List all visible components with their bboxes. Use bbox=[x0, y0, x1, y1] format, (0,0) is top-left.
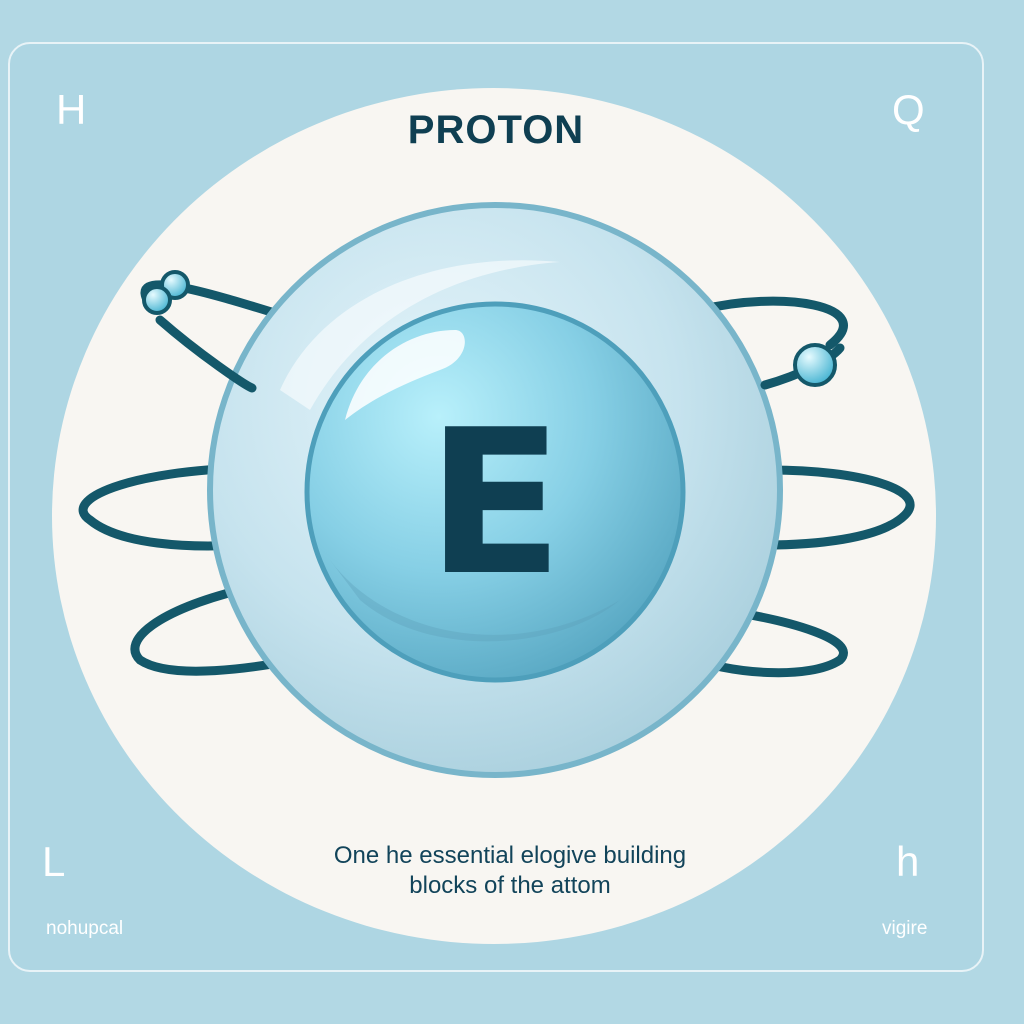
footer-label-right: vigire bbox=[882, 918, 928, 939]
orbit-middle-right bbox=[760, 465, 915, 550]
orbit-lower-left bbox=[130, 585, 325, 676]
electron-bead-3 bbox=[793, 343, 837, 387]
sphere-letter: E bbox=[427, 387, 564, 620]
orbit-front-left bbox=[155, 315, 257, 393]
inner-sphere-swirl bbox=[330, 560, 620, 642]
corner-letter-top-left: H bbox=[56, 86, 87, 133]
corner-letter-bottom-right: h bbox=[896, 838, 920, 885]
inner-sphere bbox=[304, 301, 686, 683]
footer-label-left: nohupcal bbox=[46, 918, 124, 939]
outer-sphere-shine bbox=[280, 260, 560, 410]
orbit-middle-left bbox=[78, 463, 255, 551]
inner-sphere-shine bbox=[345, 330, 465, 420]
electron-bead-2 bbox=[142, 285, 172, 315]
corner-letter-bottom-left: L bbox=[42, 838, 66, 885]
orbit-lower-right bbox=[675, 605, 848, 678]
corner-letter-top-right: Q bbox=[892, 86, 925, 133]
caption-line-1: One he essential elogive building bbox=[333, 842, 687, 869]
caption-line-2: blocks of the attom bbox=[409, 872, 611, 899]
page-title: PROTON bbox=[407, 108, 585, 152]
orbit-upper-right bbox=[695, 296, 848, 350]
